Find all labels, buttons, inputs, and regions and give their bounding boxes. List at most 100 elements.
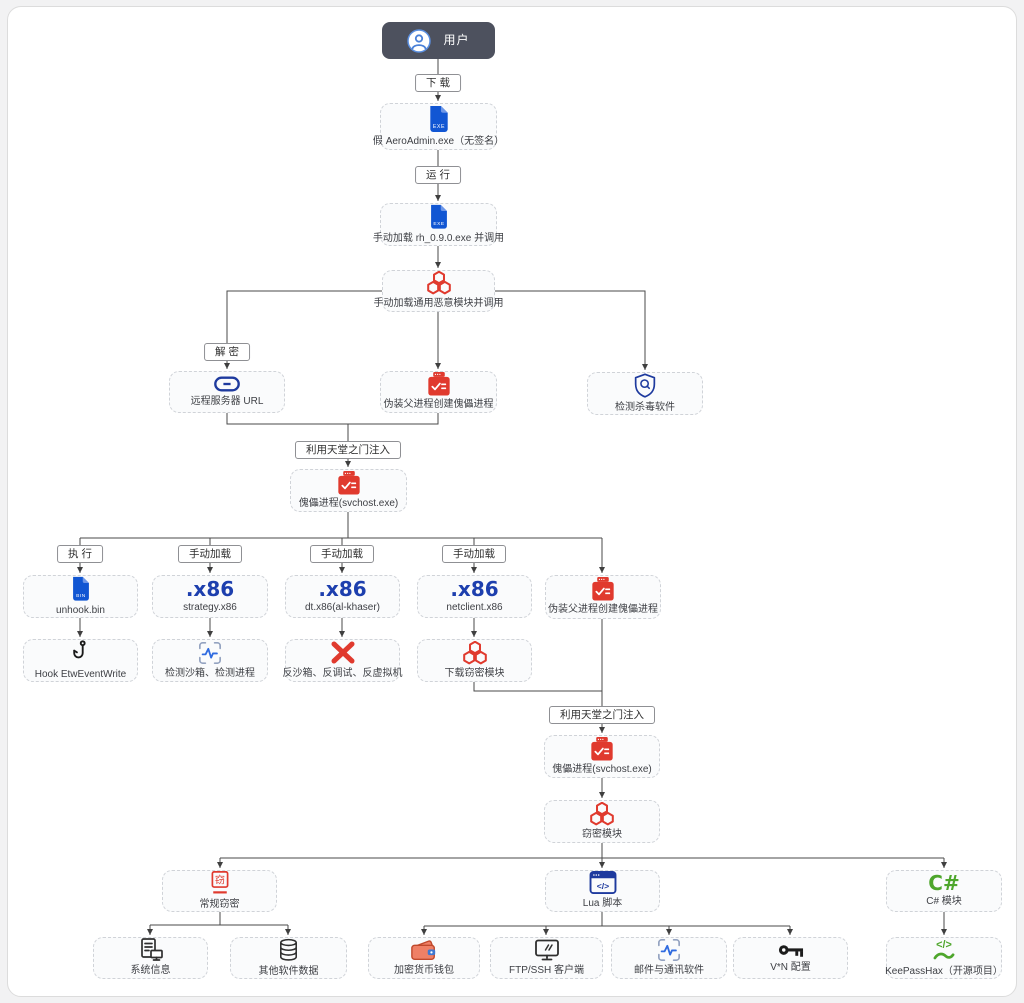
- node-label: 其他软件数据: [258, 965, 319, 977]
- node-label: 远程服务器 URL: [190, 396, 264, 408]
- node-netclient-x86: .x86 netclient.x86: [417, 575, 532, 618]
- node-system-info: 系统信息: [93, 937, 208, 979]
- node-label: 检测沙箱、检测进程: [165, 667, 255, 679]
- node-label: 假 AeroAdmin.exe（无签名）: [372, 135, 505, 147]
- node-fake-aeroadmin: EXE 假 AeroAdmin.exe（无签名）: [373, 103, 504, 150]
- node-label: unhook.bin: [56, 604, 105, 616]
- node-unhook-bin: BIN unhook.bin: [23, 575, 138, 618]
- terminal-monitor-icon: [534, 939, 559, 961]
- node-label: 傀儡进程(svchost.exe): [552, 763, 652, 775]
- edge-label-run: 运 行: [415, 166, 461, 185]
- node-label: 反沙箱、反调试、反虚拟机: [282, 667, 403, 679]
- edge-label-manual-load-1: 手动加载: [178, 545, 242, 564]
- node-label: 手动加载 rh_0.9.0.exe 并调用: [372, 232, 505, 244]
- node-label: Hook EtwEventWrite: [34, 668, 127, 680]
- puppet-window-icon: [337, 471, 361, 495]
- diagram-frame: [7, 6, 1017, 997]
- node-masquerade-parent-puppet-2: 伪装父进程创建傀儡进程: [545, 575, 661, 619]
- node-rh-loader: EXE 手动加载 rh_0.9.0.exe 并调用: [373, 203, 504, 246]
- svg-text:</>: </>: [596, 881, 608, 891]
- node-label: KeePassHax（开源项目）: [885, 965, 1003, 977]
- node-mail-im-software: 邮件与通讯软件: [611, 937, 727, 979]
- edge-label-download: 下 载: [415, 74, 461, 93]
- steal-stamp-icon: 窃: [211, 871, 228, 894]
- lua-code-window-icon: </>: [589, 871, 616, 895]
- key-icon: [778, 944, 804, 957]
- node-label: 伪装父进程创建傀儡进程: [548, 604, 658, 616]
- edge-label-manual-load-2: 手动加载: [310, 545, 374, 564]
- node-label: 邮件与通讯软件: [634, 965, 704, 977]
- node-label: C# 模块: [926, 896, 962, 908]
- exe-file-icon: EXE: [429, 105, 448, 132]
- node-label: strategy.x86: [183, 601, 237, 613]
- node-label: Lua 脚本: [582, 898, 623, 910]
- red-x-icon: [331, 641, 354, 664]
- node-puppet-svchost-2: 傀儡进程(svchost.exe): [544, 735, 660, 778]
- node-label: 用户: [443, 33, 470, 47]
- node-keepasshax: </> KeePassHax（开源项目）: [885, 937, 1003, 979]
- module-hexagons-icon: [461, 641, 489, 665]
- x86-text-icon: .x86: [450, 576, 499, 601]
- node-crypto-wallet: 加密货币钱包: [368, 937, 480, 979]
- svg-text:BIN: BIN: [76, 593, 86, 599]
- wallet-icon: [411, 940, 436, 961]
- scan-wave-icon: [657, 938, 681, 962]
- user-avatar-icon: [407, 28, 432, 53]
- module-hexagons-icon: [425, 271, 453, 295]
- node-generic-malicious-module: 手动加载通用恶意模块并调用: [374, 270, 504, 312]
- bin-file-icon: BIN: [72, 576, 89, 601]
- shield-scan-icon: [634, 373, 656, 398]
- node-label: 傀儡进程(svchost.exe): [298, 497, 399, 509]
- node-remote-server-url: 远程服务器 URL: [169, 371, 285, 413]
- node-anti-sandbox-debug-vm: 反沙箱、反调试、反虚拟机: [282, 639, 403, 682]
- node-label: 下载窃密模块: [444, 667, 505, 679]
- node-other-software-data: 其他软件数据: [230, 937, 347, 979]
- puppet-window-icon: [427, 372, 451, 396]
- node-label: 常规窃密: [199, 898, 240, 910]
- link-icon: [214, 376, 240, 392]
- node-label: 伪装父进程创建傀儡进程: [383, 399, 494, 411]
- csharp-text-icon: C#: [928, 871, 960, 896]
- edge-label-heavens-gate-2: 利用天堂之门注入: [549, 706, 655, 725]
- node-strategy-x86: .x86 strategy.x86: [152, 575, 268, 618]
- edge-label-execute: 执 行: [57, 545, 103, 564]
- edge-label-decrypt: 解 密: [204, 343, 250, 362]
- svg-text:EXE: EXE: [433, 221, 444, 227]
- x86-text-icon: .x86: [318, 576, 367, 601]
- node-label: 窃密模块: [582, 828, 622, 840]
- system-info-icon: [140, 938, 163, 962]
- node-stealer-module: 窃密模块: [544, 800, 660, 843]
- node-puppet-svchost-1: 傀儡进程(svchost.exe): [290, 469, 407, 512]
- node-csharp-module: C# C# 模块: [886, 870, 1002, 912]
- node-lua-script: </> Lua 脚本: [545, 870, 660, 912]
- node-label: V*N 配置: [770, 961, 811, 973]
- puppet-window-icon: [590, 737, 614, 761]
- svg-text:EXE: EXE: [432, 124, 444, 130]
- node-hook-etweventwrite: Hook EtwEventWrite: [23, 639, 138, 682]
- svg-text:窃: 窃: [214, 874, 224, 887]
- node-label: dt.x86(al-khaser): [304, 601, 381, 613]
- open-source-code-hand-icon: </>: [933, 939, 955, 960]
- node-label: 检测杀毒软件: [615, 401, 675, 413]
- node-ftp-ssh-client: FTP/SSH 客户端: [490, 937, 603, 979]
- x86-text-icon: .x86: [185, 576, 235, 601]
- database-icon: [280, 938, 297, 961]
- edge-label-heavens-gate-1: 利用天堂之门注入: [295, 441, 401, 460]
- node-regular-stealing: 窃 常规窃密: [162, 870, 277, 912]
- node-masquerade-parent-puppet-1: 伪装父进程创建傀儡进程: [380, 371, 497, 413]
- node-download-stealer-module: 下载窃密模块: [417, 639, 532, 682]
- node-detect-antivirus: 检测杀毒软件: [587, 372, 703, 415]
- node-label: netclient.x86: [446, 601, 503, 613]
- scan-wave-icon: [198, 641, 222, 665]
- edge-label-manual-load-3: 手动加载: [442, 545, 506, 564]
- puppet-window-icon: [591, 577, 615, 601]
- node-dt-x86: .x86 dt.x86(al-khaser): [285, 575, 400, 618]
- node-label: FTP/SSH 客户端: [508, 964, 584, 976]
- node-label: 系统信息: [130, 965, 171, 977]
- module-hexagons-icon: [588, 802, 616, 826]
- hook-icon: [72, 640, 86, 659]
- node-label: 手动加载通用恶意模块并调用: [373, 298, 504, 310]
- node-vpn-config: V*N 配置: [733, 937, 848, 979]
- node-detect-sandbox-process: 检测沙箱、检测进程: [152, 639, 268, 682]
